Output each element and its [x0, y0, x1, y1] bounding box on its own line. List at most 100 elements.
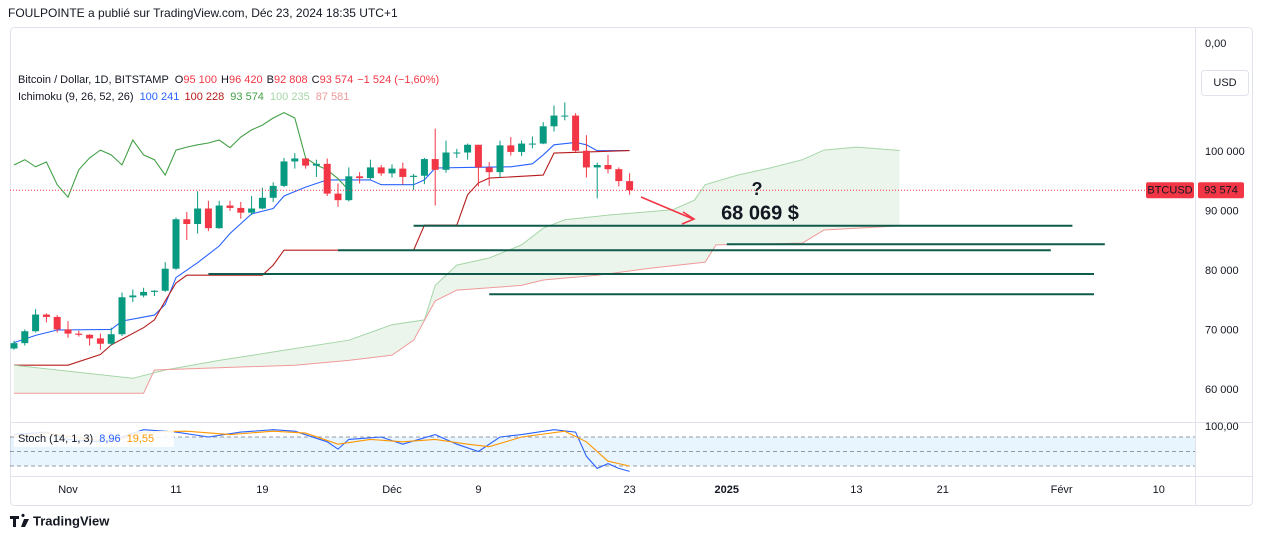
- legend-key: C: [312, 74, 320, 86]
- y-tick-label: 70 000: [1205, 325, 1239, 337]
- overlay: ? 68 069 $: [208, 179, 1105, 296]
- legend-key: O: [175, 74, 184, 86]
- y-tick-label: 80 000: [1205, 265, 1239, 277]
- ichimoku-line: [13, 146, 900, 379]
- price-tag: [1198, 182, 1244, 199]
- candle-body: [312, 163, 320, 166]
- unit-label[interactable]: USD: [1213, 77, 1236, 89]
- candle-body: [615, 169, 623, 182]
- price-tag-label: 93 574: [1204, 185, 1238, 197]
- ichimoku-line: [13, 141, 630, 344]
- candle-body: [431, 159, 439, 170]
- candle-body: [258, 197, 266, 209]
- arrow: [640, 196, 696, 225]
- tv-logo: [10, 513, 29, 527]
- candle-body: [129, 295, 137, 298]
- candle-body: [582, 150, 590, 168]
- candle-body: [528, 143, 536, 145]
- candle-body: [561, 115, 569, 117]
- legend-value: 8,96: [99, 433, 120, 445]
- candle-body: [496, 145, 504, 173]
- axis-top-label: 0,00: [1205, 38, 1226, 50]
- candle-body: [269, 185, 277, 198]
- candle-body: [388, 168, 396, 174]
- legend-value: 92 808: [274, 74, 308, 86]
- candle-body: [280, 161, 288, 186]
- candle-body: [539, 126, 547, 144]
- x-tick-label: 23: [623, 484, 635, 496]
- candle-body: [474, 144, 482, 168]
- candle-body: [21, 331, 29, 344]
- x-tick-label: 19: [256, 484, 268, 496]
- legend-title: Ichimoku (9, 26, 52, 26): [18, 91, 134, 103]
- candle-body: [237, 207, 245, 213]
- candle-body: [291, 158, 299, 162]
- legend-value: 100 228: [185, 91, 225, 103]
- candle-body: [518, 143, 526, 152]
- x-tick-label: Févr: [1051, 484, 1073, 496]
- legend-key: H: [221, 74, 229, 86]
- x-tick-label: 13: [850, 484, 862, 496]
- candle-body: [53, 316, 61, 330]
- candle-body: [366, 167, 374, 179]
- annotation: 68 069 $: [721, 202, 799, 224]
- legend-value: 100 241: [140, 91, 180, 103]
- candle-body: [334, 193, 342, 201]
- ichimoku-line: [14, 150, 630, 366]
- x-tick-label: 2025: [715, 484, 739, 496]
- stoch-legend-bg: [14, 431, 174, 447]
- candle-body: [10, 343, 18, 349]
- candle-body: [593, 165, 601, 168]
- candle-body: [226, 205, 234, 208]
- legend-value: 87 581: [316, 91, 350, 103]
- x-tick-label: Déc: [382, 484, 402, 496]
- candle-body: [248, 208, 256, 213]
- candle-body: [453, 152, 461, 154]
- stoch-tick-label: 100,00: [1205, 421, 1239, 433]
- candle-body: [183, 219, 191, 224]
- candle-body: [626, 181, 634, 191]
- unit-button[interactable]: [1201, 70, 1249, 96]
- candle-body: [64, 329, 72, 334]
- candle-body: [442, 152, 450, 170]
- candle-body: [345, 176, 353, 201]
- legend-value: 100 235: [270, 91, 310, 103]
- candle-body: [604, 165, 612, 170]
- candle-body: [96, 338, 104, 344]
- candle-body: [399, 168, 407, 177]
- candle-body: [377, 167, 385, 174]
- legend: Ichimoku (9, 26, 52, 26) 100 241 100 228 93…: [18, 91, 349, 103]
- candle-body: [485, 167, 493, 173]
- candle-body: [32, 314, 40, 332]
- legend-value: 93 574: [320, 74, 354, 86]
- candle-body: [410, 175, 418, 177]
- candle-body: [550, 115, 558, 127]
- legend-title: Bitcoin / Dollar, 1D, BITSTAMP: [18, 74, 169, 86]
- candle-body: [140, 291, 148, 296]
- legend-title: Stoch (14, 1, 3): [18, 433, 93, 445]
- header: FOULPOINTE a publié sur TradingView.com,…: [8, 6, 398, 20]
- x-tick-label: 21: [937, 484, 949, 496]
- candle-body: [302, 158, 310, 166]
- candle-body: [356, 176, 364, 179]
- footer-brand: TradingView: [33, 513, 110, 528]
- candle-body: [150, 290, 158, 292]
- candle-body: [161, 268, 169, 291]
- main-pane: [10, 102, 900, 394]
- candle-body: [42, 314, 50, 317]
- legend-value: 19,55: [127, 433, 155, 445]
- legend: Stoch (14, 1, 3) 8,96 19,55: [18, 433, 154, 445]
- x-tick-label: 10: [1153, 484, 1165, 496]
- annotation: ?: [752, 179, 763, 199]
- candle-body: [118, 297, 126, 335]
- symbol-tag-label: BTCUSD: [1147, 185, 1192, 197]
- candle-body: [215, 205, 223, 229]
- candle-body: [464, 144, 472, 153]
- candle-body: [194, 208, 202, 224]
- legend-value: 93 574: [230, 91, 264, 103]
- candle-body: [420, 159, 428, 176]
- candle-body: [204, 208, 212, 229]
- candle-body: [172, 219, 180, 269]
